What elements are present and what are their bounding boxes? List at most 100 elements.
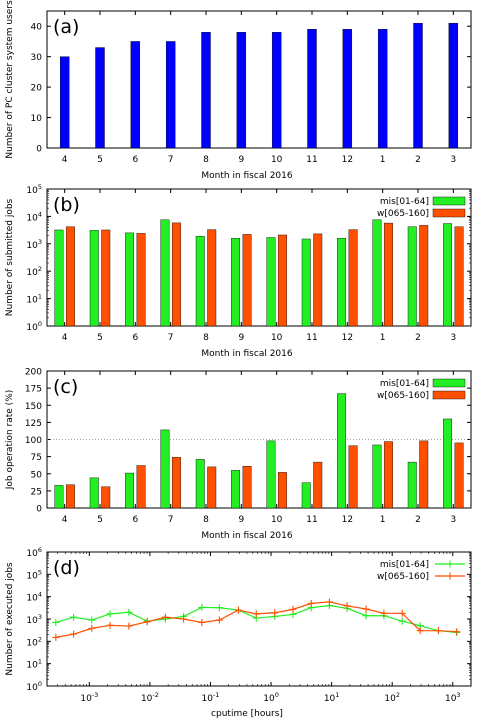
- bar-series-12: [342, 29, 353, 149]
- bar-w[065-160]-4: [65, 226, 75, 327]
- bar-mis[01-64]-4: [54, 229, 64, 327]
- y-tick-label: 103: [26, 238, 42, 251]
- legend-marker: [446, 572, 454, 580]
- data-point-w[065-160]: [88, 624, 96, 632]
- y-tick-label: 125: [25, 419, 42, 429]
- y-tick-label: 0: [36, 505, 42, 515]
- x-tick-label: 6: [132, 333, 138, 343]
- bar-mis[01-64]-1: [372, 444, 382, 509]
- data-point-w[065-160]: [398, 609, 406, 617]
- y-tick-label: 50: [31, 470, 43, 480]
- x-tick-label: 10: [271, 515, 283, 525]
- x-tick-label: 12: [342, 155, 353, 165]
- legend-label: w[065-160]: [377, 209, 429, 219]
- legend-label: mis[01-64]: [380, 197, 429, 207]
- x-tick-label: 9: [238, 155, 244, 165]
- bar-w[065-160]-8: [207, 229, 217, 327]
- x-tick-label: 3: [450, 333, 456, 343]
- data-point-w[065-160]: [70, 630, 78, 638]
- data-point-w[065-160]: [161, 613, 169, 621]
- bar-mis[01-64]-2: [407, 226, 417, 327]
- x-tick-label: 12: [342, 333, 353, 343]
- x-tick-label: 5: [97, 333, 103, 343]
- panel-label: (b): [53, 194, 80, 216]
- panel-a: 0 10 20 30 40 Number of PC cluster system use…: [5, 0, 472, 181]
- x-tick-label: 7: [168, 155, 174, 165]
- y-tick-label: 101: [26, 293, 42, 306]
- x-axis-label: Month in fiscal 2016: [201, 349, 292, 359]
- y-tick-label: 105: [26, 183, 42, 196]
- data-point-w[065-160]: [362, 605, 370, 613]
- x-tick-label: 2: [415, 515, 421, 525]
- y-axis-label: Number of submitted jobs: [5, 198, 15, 316]
- bar-w[065-160]-8: [207, 466, 217, 509]
- x-tick-label: 8: [203, 155, 209, 165]
- bar-w[065-160]-1: [383, 222, 393, 327]
- bar-mis[01-64]-7: [160, 219, 170, 327]
- x-tick-label: 2: [415, 155, 421, 165]
- data-point-w[065-160]: [215, 616, 223, 624]
- bar-mis[01-64]-8: [195, 235, 205, 327]
- bar-series-2: [413, 22, 423, 149]
- y-tick-label: 100: [25, 436, 42, 446]
- bar-mis[01-64]-5: [89, 477, 99, 509]
- y-tick-label: 101: [26, 658, 42, 671]
- bar-mis[01-64]-6: [125, 472, 135, 509]
- x-tick-label: 10-3: [80, 691, 98, 704]
- legend-swatch: [432, 390, 466, 400]
- bar-mis[01-64]-11: [301, 238, 311, 327]
- x-axis-label: Month in fiscal 2016: [201, 171, 292, 181]
- bar-w[065-160]-6: [136, 465, 146, 509]
- legend-swatch: [432, 378, 466, 388]
- data-point-w[065-160]: [180, 615, 188, 623]
- y-tick-label: 102: [26, 635, 42, 648]
- data-point-w[065-160]: [198, 618, 206, 626]
- y-axis-label: Number of PC cluster system users: [5, 0, 15, 159]
- bar-w[065-160]-11: [313, 461, 323, 509]
- bar-series-8: [201, 32, 211, 149]
- bar-w[065-160]-7: [171, 457, 181, 509]
- y-tick-label: 105: [26, 568, 42, 581]
- x-tick-label: 6: [132, 155, 138, 165]
- x-tick-label: 9: [238, 333, 244, 343]
- x-tick-label: 1: [380, 155, 386, 165]
- y-axis-label: Number of executed jobs: [5, 562, 15, 676]
- bar-mis[01-64]-10: [266, 440, 276, 509]
- y-tick-label: 150: [25, 402, 42, 412]
- y-tick-label: 0: [36, 145, 42, 155]
- data-point-w[065-160]: [234, 606, 242, 614]
- bar-series-11: [307, 29, 317, 149]
- y-tick-label: 100: [26, 320, 42, 333]
- x-tick-label: 10-2: [141, 691, 159, 704]
- bar-w[065-160]-2: [419, 225, 429, 327]
- panel-d: 100 101 102 103 104 105 106 Number of executed …: [5, 546, 472, 719]
- bar-mis[01-64]-9: [231, 470, 241, 509]
- x-tick-label: 6: [132, 515, 138, 525]
- bar-series-1: [377, 29, 388, 149]
- data-point-w[065-160]: [125, 622, 133, 630]
- bar-mis[01-64]-12: [337, 238, 347, 327]
- x-tick-label: 5: [97, 155, 103, 165]
- bar-mis[01-64]-10: [266, 237, 276, 327]
- data-point-w[065-160]: [252, 610, 260, 618]
- bar-series-3: [448, 22, 459, 149]
- y-tick-label: 20: [31, 84, 43, 94]
- y-tick-label: 10: [31, 114, 43, 124]
- panel-label: (a): [53, 16, 79, 38]
- data-point-w[065-160]: [106, 621, 114, 629]
- x-tick-label: 11: [306, 155, 317, 165]
- bar-w[065-160]-2: [419, 440, 429, 509]
- x-tick-label: 4: [62, 515, 68, 525]
- bar-w[065-160]-5: [101, 229, 111, 327]
- y-tick-label: 40: [31, 23, 43, 33]
- data-point-w[065-160]: [143, 618, 151, 626]
- data-point-w[065-160]: [52, 633, 60, 641]
- legend-swatch: [432, 196, 466, 206]
- y-tick-label: 175: [25, 385, 42, 395]
- x-tick-label: 4: [62, 155, 68, 165]
- y-tick-label: 106: [26, 546, 42, 559]
- x-tick-label: 10: [271, 333, 283, 343]
- bar-mis[01-64]-7: [160, 429, 170, 509]
- x-tick-label: 103: [445, 691, 461, 704]
